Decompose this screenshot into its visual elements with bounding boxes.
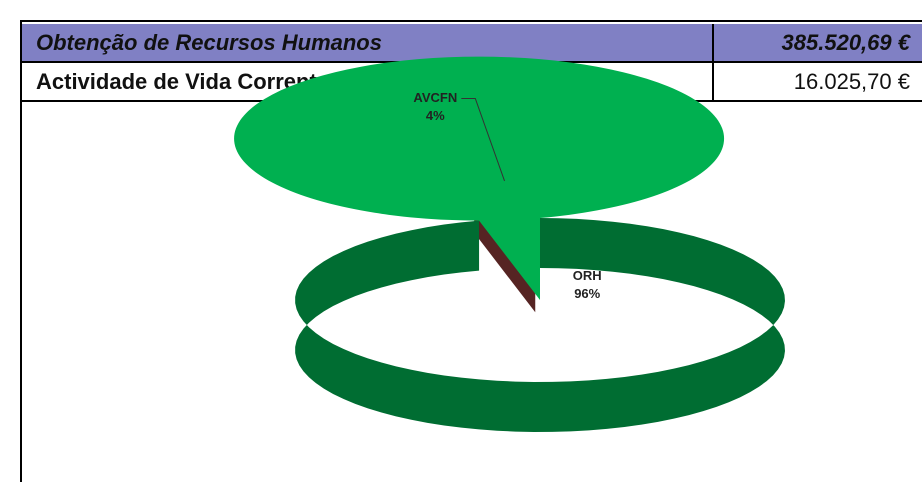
frame (20, 20, 922, 482)
slice (234, 56, 725, 301)
slice-value-label: 96% (574, 286, 600, 301)
leader-line (461, 98, 506, 182)
row-amount: 385.520,69 € (712, 24, 922, 61)
slice-side (295, 218, 785, 432)
table-row: Obtenção de Recursos Humanos 385.520,69 … (22, 24, 922, 63)
slice-label: ORH (573, 268, 602, 283)
row-amount: 16.025,70 € (712, 63, 922, 100)
slice-label: AVCFN (413, 90, 457, 105)
row-label: Obtenção de Recursos Humanos (36, 30, 382, 55)
slice-value-label: 4% (426, 108, 445, 123)
